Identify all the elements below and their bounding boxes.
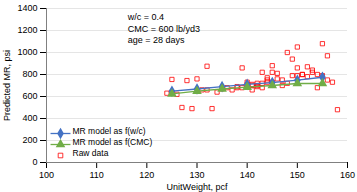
svg-text:140: 140 — [240, 170, 255, 180]
svg-text:MR model as f(w/c): MR model as f(w/c) — [73, 126, 146, 136]
svg-text:Raw data: Raw data — [73, 148, 109, 158]
svg-text:w/c = 0.4CMC = 600 lb/yd3age =: w/c = 0.4CMC = 600 lb/yd3age = 28 days — [127, 12, 200, 45]
svg-text:800: 800 — [22, 69, 37, 79]
svg-text:130: 130 — [189, 170, 204, 180]
svg-text:400: 400 — [22, 113, 37, 123]
svg-text:1200: 1200 — [17, 25, 37, 35]
svg-text:150: 150 — [290, 170, 305, 180]
svg-text:1400: 1400 — [17, 3, 37, 13]
svg-text:UnitWeight, pcf: UnitWeight, pcf — [167, 182, 228, 192]
svg-text:120: 120 — [139, 170, 154, 180]
svg-text:600: 600 — [22, 91, 37, 101]
svg-text:Predicted MR, psi: Predicted MR, psi — [2, 50, 12, 121]
svg-text:0: 0 — [32, 157, 37, 167]
svg-text:100: 100 — [39, 170, 54, 180]
svg-text:200: 200 — [22, 135, 37, 145]
svg-text:1000: 1000 — [17, 47, 37, 57]
svg-text:MR model as f(CMC): MR model as f(CMC) — [73, 137, 153, 147]
svg-text:160: 160 — [340, 170, 355, 180]
svg-text:110: 110 — [89, 170, 103, 180]
